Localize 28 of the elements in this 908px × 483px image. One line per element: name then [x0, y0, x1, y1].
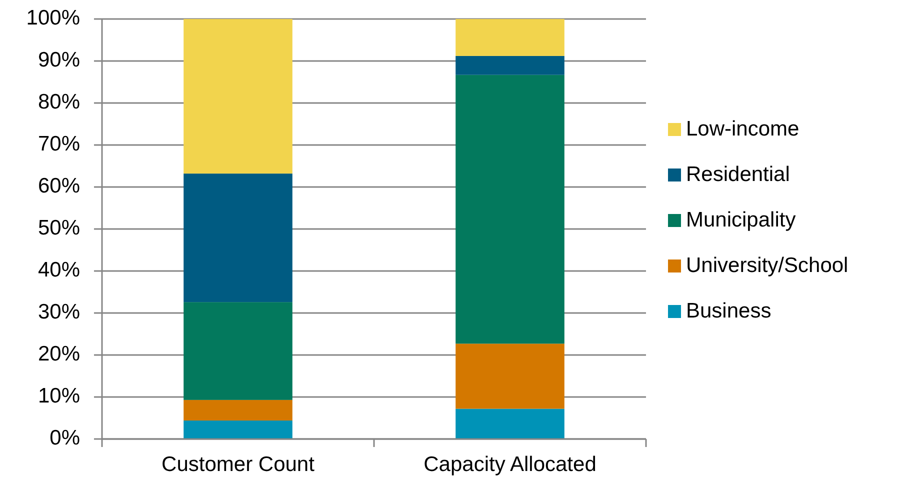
- legend-label: Low-income: [686, 118, 800, 141]
- bar: [456, 56, 564, 75]
- y-tick-label: 60%: [38, 174, 80, 198]
- y-tick-label: 0%: [50, 426, 80, 450]
- y-tick-label: 80%: [38, 90, 80, 114]
- y-tick-label: 20%: [38, 342, 80, 366]
- bar: [456, 19, 564, 56]
- legend-label: Business: [686, 300, 772, 323]
- y-tick-label: 100%: [26, 6, 80, 30]
- legend-label: University/School: [686, 254, 848, 278]
- bar: [184, 302, 292, 400]
- x-tick-label: Customer Count: [162, 453, 315, 476]
- bar: [456, 344, 564, 409]
- x-tick-label: Capacity Allocated: [424, 453, 596, 476]
- bar: [184, 174, 292, 302]
- legend-label: Residential: [686, 163, 790, 186]
- bar: [184, 420, 292, 439]
- legend-label: Municipality: [686, 208, 796, 232]
- bar: [184, 19, 292, 174]
- y-tick-label: 40%: [38, 258, 80, 282]
- y-tick-label: 50%: [38, 216, 80, 240]
- y-tick-label: 30%: [38, 300, 80, 324]
- bar: [456, 408, 564, 439]
- bar: [456, 74, 564, 344]
- y-tick-label: 90%: [38, 48, 80, 72]
- bar: [184, 400, 292, 421]
- y-tick-label: 70%: [38, 132, 80, 156]
- y-tick-label: 10%: [38, 384, 80, 408]
